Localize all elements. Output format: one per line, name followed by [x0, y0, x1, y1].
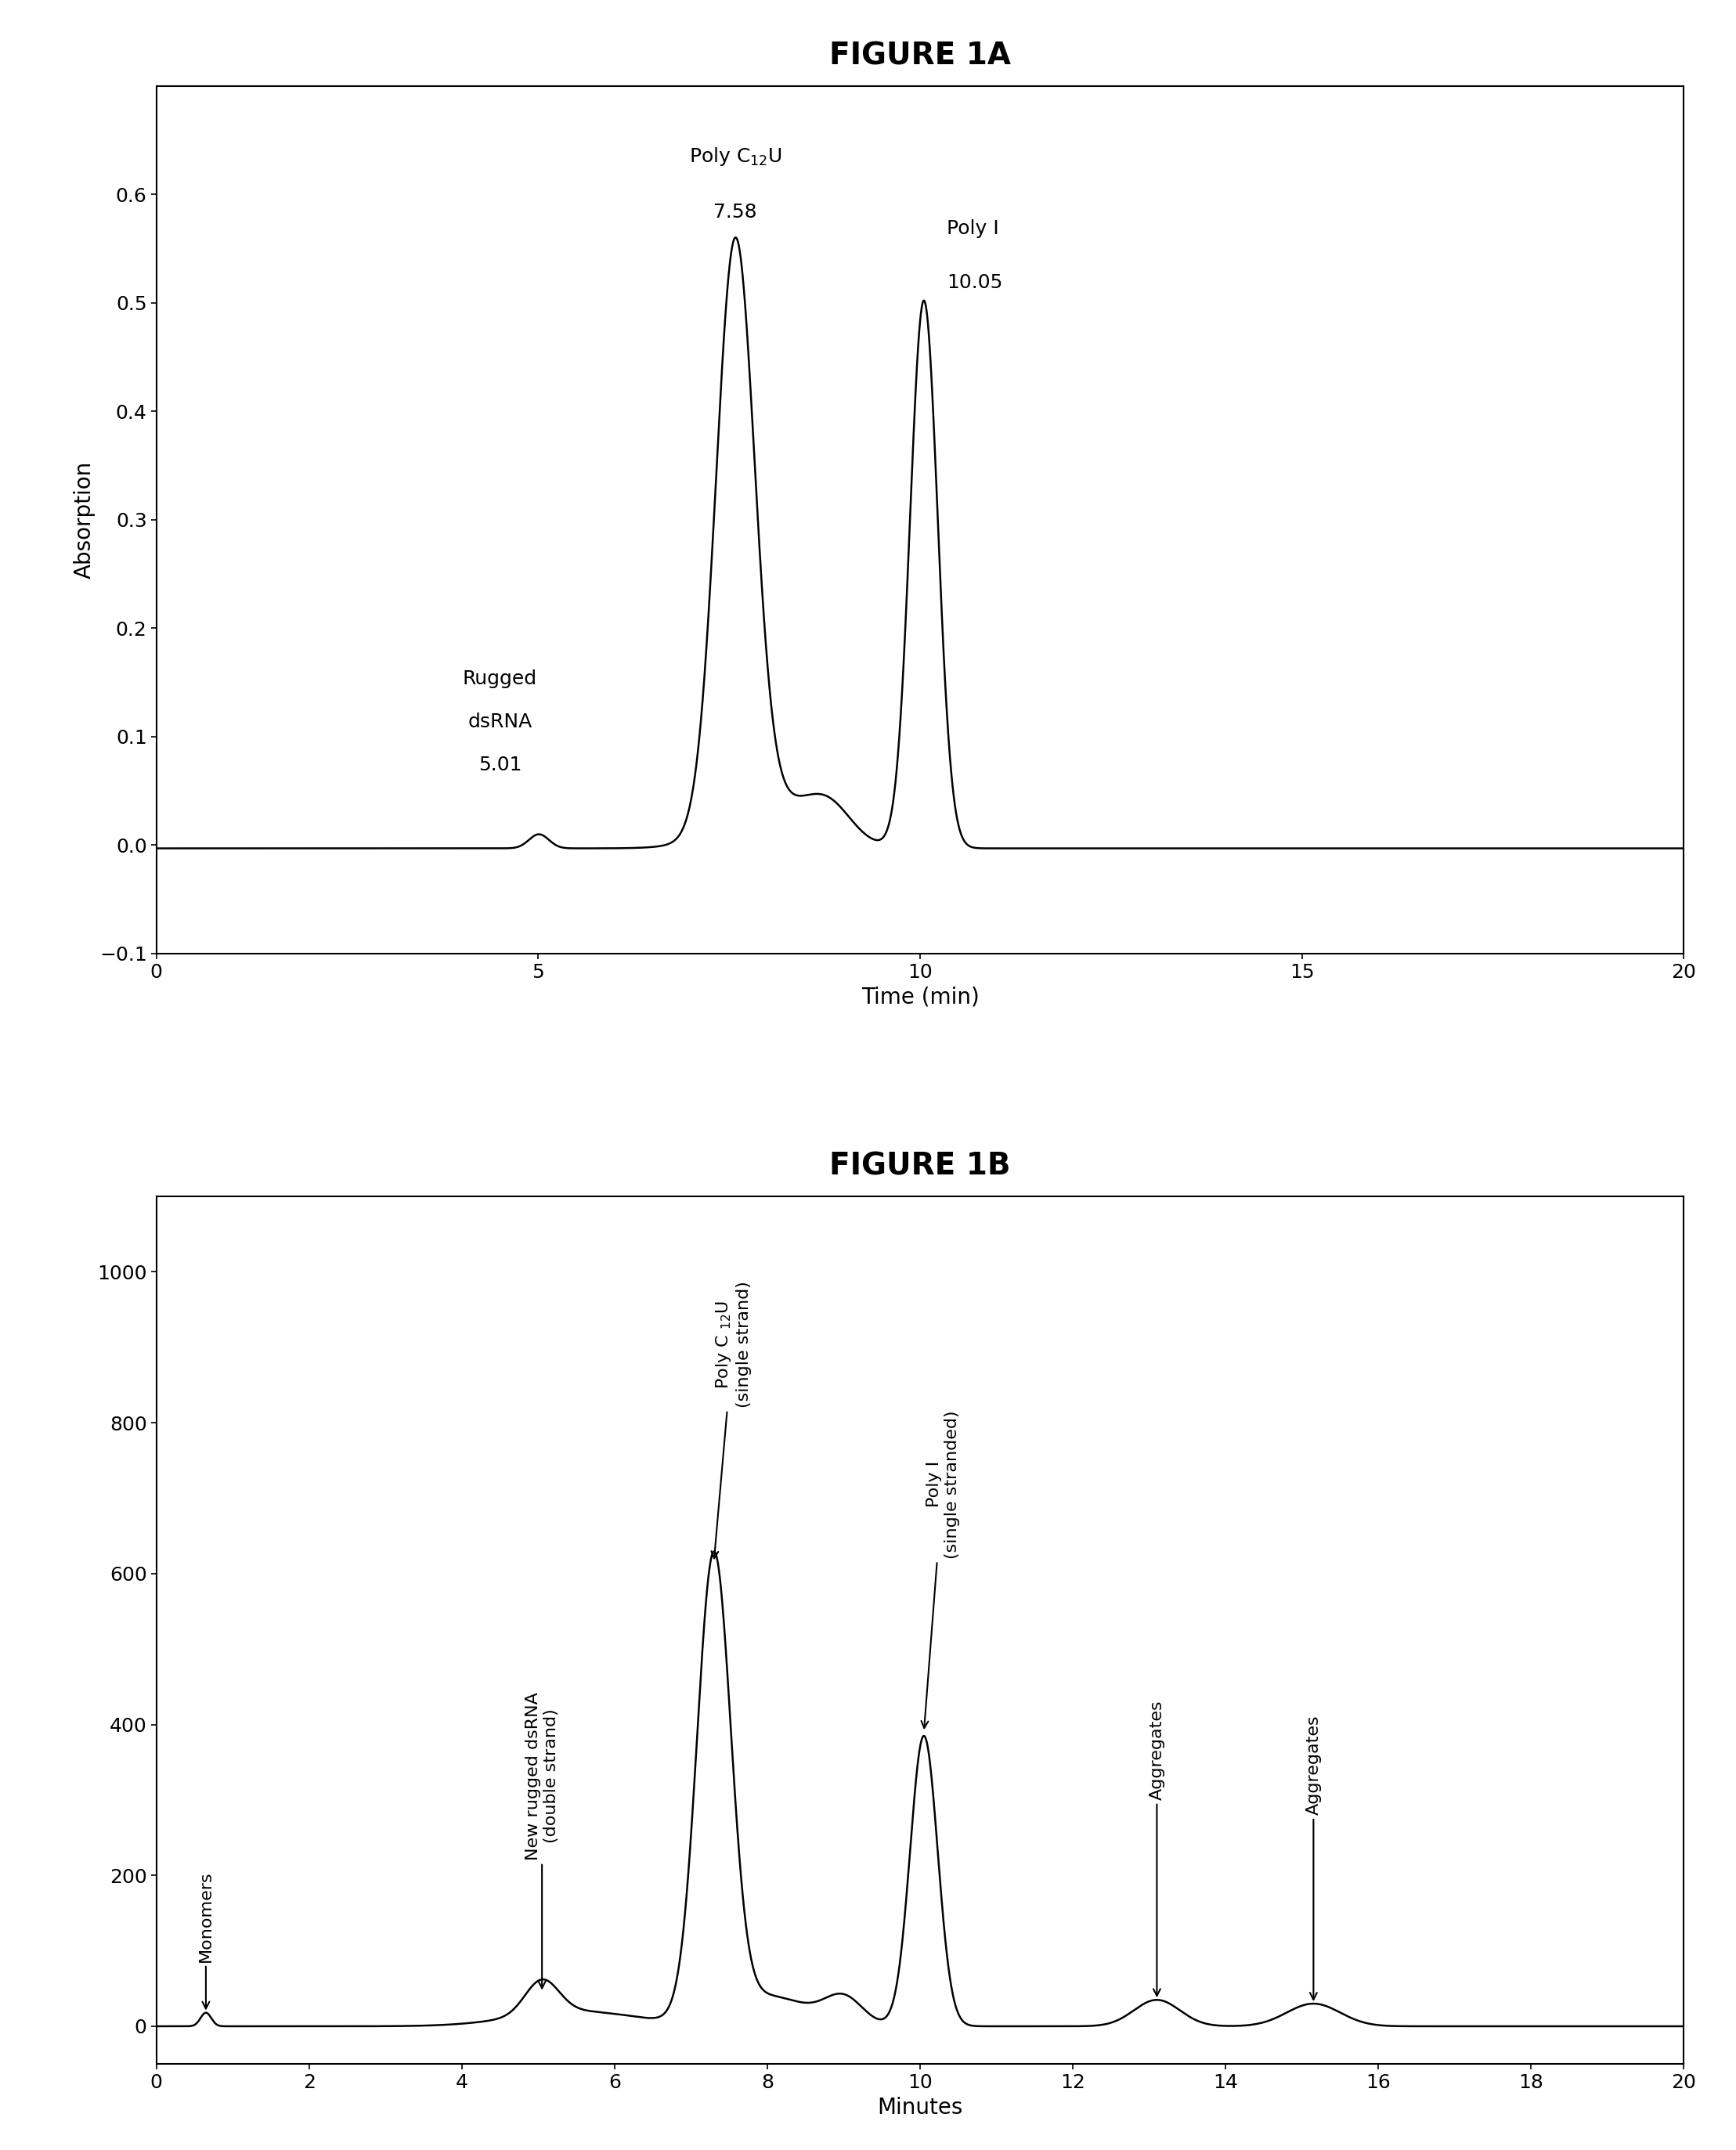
Text: Aggregates: Aggregates [1149, 1701, 1165, 1995]
Text: Poly I
(single stranded): Poly I (single stranded) [922, 1410, 960, 1729]
X-axis label: Minutes: Minutes [877, 2096, 963, 2118]
Text: Monomers: Monomers [198, 1870, 214, 2008]
Text: 5.01: 5.01 [477, 757, 523, 774]
Text: Aggregates: Aggregates [1305, 1716, 1321, 2000]
Title: FIGURE 1B: FIGURE 1B [830, 1150, 1010, 1180]
Text: Rugged: Rugged [464, 669, 536, 688]
Text: Poly I: Poly I [946, 219, 1000, 239]
Title: FIGURE 1A: FIGURE 1A [830, 41, 1010, 71]
Text: Poly C $_{12}$U
(single strand): Poly C $_{12}$U (single strand) [712, 1281, 752, 1559]
Text: Poly C$_{12}$U: Poly C$_{12}$U [689, 146, 781, 168]
Text: 7.58: 7.58 [713, 202, 757, 221]
Text: dsRNA: dsRNA [467, 712, 533, 731]
X-axis label: Time (min): Time (min) [861, 987, 979, 1008]
Y-axis label: Absorption: Absorption [73, 460, 95, 578]
Text: New rugged dsRNA
(double strand): New rugged dsRNA (double strand) [524, 1692, 559, 1989]
Text: 10.05: 10.05 [946, 273, 1003, 292]
